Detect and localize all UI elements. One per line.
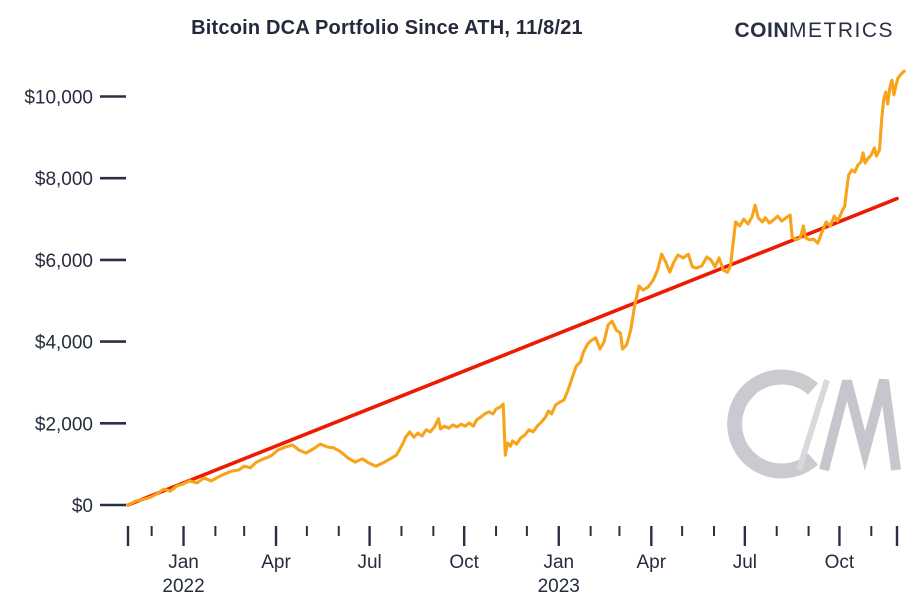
x-month-label: Jul — [357, 552, 381, 573]
x-axis: Jan 2022 Apr Jul Oct Jan 2023 Apr Jul Oct — [126, 526, 899, 597]
cm-watermark-icon — [727, 369, 901, 479]
y-axis: $0 $2,000 $4,000 $6,000 $8,000 $10,000 — [24, 88, 126, 517]
x-month-label: Jan — [168, 552, 199, 573]
chart-title: Bitcoin DCA Portfolio Since ATH, 11/8/21 — [191, 17, 583, 39]
y-tick-label: $8,000 — [35, 169, 93, 190]
invested-line — [126, 196, 899, 507]
y-tick-label: $6,000 — [35, 251, 93, 272]
portfolio-line — [126, 69, 906, 507]
y-tick-label: $4,000 — [35, 333, 93, 354]
coinmetrics-logo: COINMETRICS — [735, 19, 895, 43]
x-month-label: Oct — [825, 552, 855, 573]
x-month-label: Oct — [449, 552, 479, 573]
x-year-label: 2023 — [538, 576, 580, 597]
x-month-label: Jan — [543, 552, 574, 573]
chart-lines — [126, 69, 906, 507]
y-tick-label: $0 — [72, 496, 93, 517]
x-month-label: Apr — [637, 552, 667, 573]
y-tick-label: $2,000 — [35, 414, 93, 435]
logo-metrics-text: METRICS — [789, 19, 894, 42]
logo-coin-text: COIN — [734, 19, 789, 42]
x-year-label: 2022 — [162, 576, 204, 597]
x-month-label: Jul — [733, 552, 757, 573]
y-tick-label: $10,000 — [24, 88, 93, 109]
x-month-label: Apr — [261, 552, 291, 573]
